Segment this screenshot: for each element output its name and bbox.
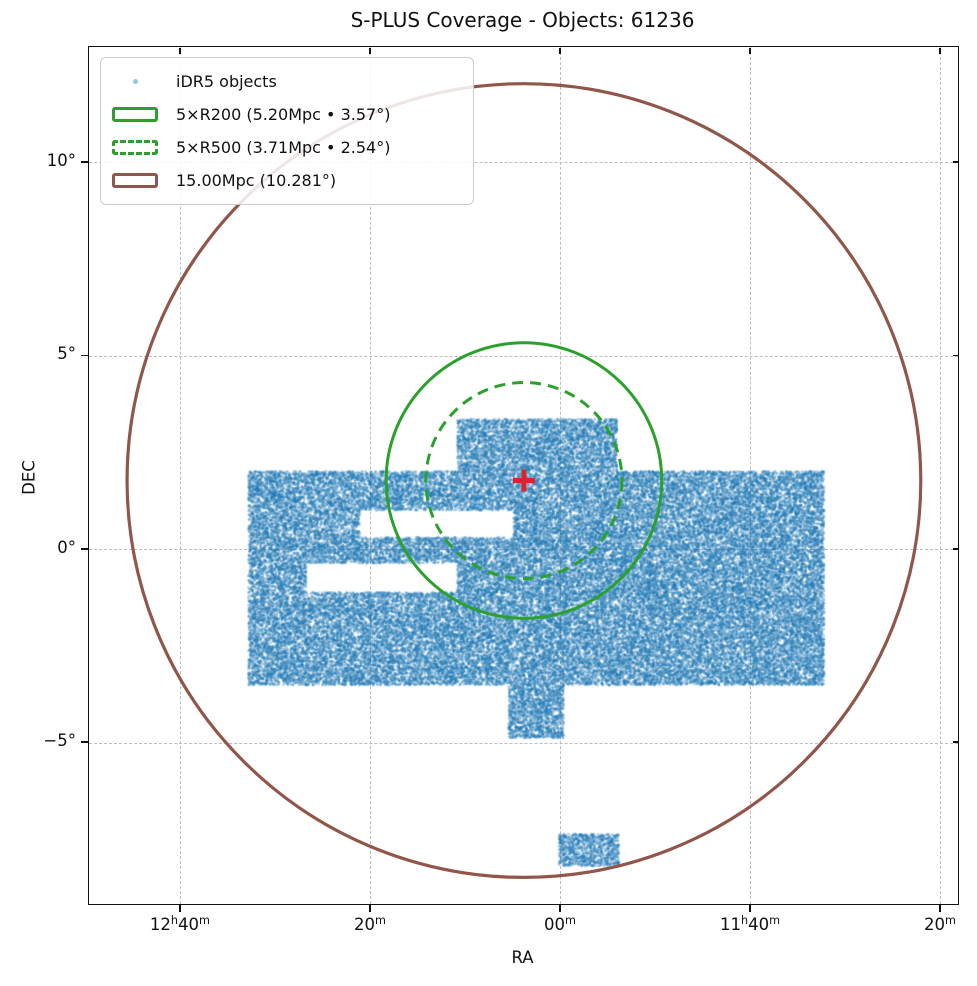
axis-tick <box>939 48 941 54</box>
legend-label: iDR5 objects <box>176 72 277 91</box>
circle-r500 <box>424 380 624 581</box>
axis-tick <box>953 741 959 743</box>
axis-tick <box>749 905 751 912</box>
axis-tick <box>749 48 751 54</box>
axis-tick <box>81 548 88 550</box>
legend-item-idr5: iDR5 objects <box>111 65 463 98</box>
axis-tick <box>953 161 959 163</box>
axis-tick <box>939 905 941 912</box>
x-tick-label: 00m <box>544 913 576 934</box>
legend-label: 5×R500 (3.71Mpc • 2.54°) <box>176 138 391 157</box>
y-axis-label: DEC <box>19 460 39 495</box>
axis-tick <box>179 48 181 54</box>
legend-item-r500: 5×R500 (3.71Mpc • 2.54°) <box>111 131 463 164</box>
legend-item-15mpc: 15.00Mpc (10.281°) <box>111 164 463 197</box>
axis-tick <box>369 48 371 54</box>
axis-tick <box>369 905 371 912</box>
x-tick-label: 20m <box>924 913 956 934</box>
axis-tick <box>81 741 88 743</box>
y-tick-label: −5° <box>43 731 76 751</box>
legend: iDR5 objects 5×R200 (5.20Mpc • 3.57°) 5×… <box>100 57 474 205</box>
y-tick-label: 5° <box>57 344 76 364</box>
axis-tick <box>953 354 959 357</box>
axis-tick <box>559 48 561 54</box>
axis-tick <box>81 354 88 357</box>
plot-area: iDR5 objects 5×R200 (5.20Mpc • 3.57°) 5×… <box>88 46 959 905</box>
x-tick-label: 11h40m <box>719 913 781 934</box>
legend-item-r200: 5×R200 (5.20Mpc • 3.57°) <box>111 98 463 131</box>
r200-swatch <box>111 107 159 122</box>
axis-tick <box>559 905 561 912</box>
x-axis-label: RA <box>511 948 534 967</box>
mpc15-swatch <box>111 173 159 188</box>
chart-title: S-PLUS Coverage - Objects: 61236 <box>350 8 695 32</box>
circles-overlay <box>125 82 923 879</box>
circle-mpc15 <box>125 82 923 879</box>
x-tick-label: 12h40m <box>149 913 210 934</box>
r500-swatch <box>111 140 159 155</box>
axis-tick <box>953 548 959 550</box>
y-tick-label: 0° <box>57 537 76 557</box>
axis-tick <box>81 161 88 163</box>
y-tick-label: 10° <box>46 151 76 171</box>
legend-label: 5×R200 (5.20Mpc • 3.57°) <box>176 105 391 124</box>
circle-r200 <box>384 341 664 620</box>
x-tick-label: 20m <box>354 913 386 934</box>
axis-tick <box>179 905 181 912</box>
legend-label: 15.00Mpc (10.281°) <box>176 171 337 190</box>
scatter-dot-marker <box>111 79 159 84</box>
